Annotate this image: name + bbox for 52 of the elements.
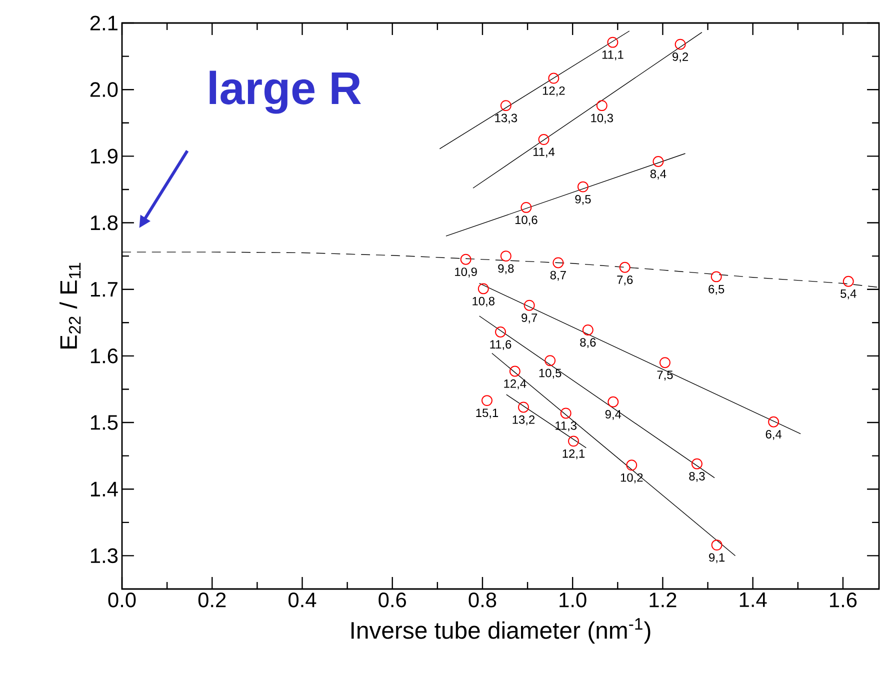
annotation: 9,7 — [522, 314, 538, 324]
annotation: 10,9 — [455, 268, 477, 278]
annotation: 9,2 — [672, 52, 688, 62]
annotation: 11,3 — [556, 421, 577, 432]
annotation: large R — [210, 70, 361, 114]
x-tick-label: 1.2 — [650, 592, 676, 608]
annotation: 6,5 — [708, 284, 724, 295]
x-tick-label: 0.6 — [378, 592, 406, 608]
annotation: 9,8 — [498, 264, 514, 274]
x-tick-label: 0.4 — [288, 592, 316, 608]
y-tick-label: 1.6 — [90, 348, 118, 364]
annotation: 8,7 — [550, 270, 566, 281]
y-tick-label: 2.0 — [90, 82, 118, 97]
annotation: 8,6 — [580, 338, 596, 348]
x-tick-label: 1.4 — [740, 592, 767, 607]
y-axis-title: E$_{22}$ / E$_{11}$ — [60, 262, 81, 348]
annotation: 7,5 — [657, 370, 673, 381]
x-tick-label: 1.0 — [560, 592, 586, 608]
y-tick-label: 1.7 — [90, 282, 118, 297]
annotation: 11,6 — [490, 340, 512, 350]
annotation: 11,1 — [602, 50, 624, 60]
annotation: 7,6 — [617, 276, 633, 286]
annotation: 10,6 — [515, 216, 538, 226]
x-tick-label: 0.8 — [468, 592, 496, 608]
annotation: 11,4 — [533, 148, 555, 158]
annotation: 10,3 — [591, 114, 613, 124]
y-tick-label: 1.5 — [90, 415, 118, 430]
annotation: 13,2 — [512, 415, 535, 426]
y-tick-label: 1.8 — [90, 215, 118, 230]
annotation: 15,1 — [476, 408, 498, 418]
annotation: 12,2 — [542, 86, 565, 96]
annotation: 12,4 — [504, 379, 526, 390]
annotation: 6,4 — [766, 430, 782, 440]
annotation: 8,3 — [689, 472, 705, 482]
y-tick-label: 1.9 — [90, 148, 118, 164]
annotation: 10,5 — [539, 368, 562, 379]
annotation: 12,1 — [562, 449, 585, 460]
x-tick-label: 0.0 — [108, 592, 136, 608]
y-tick-label: 1.3 — [90, 548, 118, 564]
y-tick-label: 1.4 — [90, 482, 118, 496]
annotation: 5,4 — [840, 290, 856, 300]
x-tick-label: 0.2 — [198, 592, 226, 608]
annotation: 13,3 — [495, 114, 518, 124]
annotation: 9,5 — [575, 194, 591, 205]
annotation: 8,4 — [650, 170, 666, 180]
annotation: 9,1 — [709, 553, 725, 564]
annotation: 9,4 — [605, 410, 622, 420]
x-tick-label: 1.6 — [830, 592, 857, 608]
y-tick-label: 2.1 — [90, 16, 118, 30]
x-axis-title: Inverse tube diameter (nm$^{-1}$) — [351, 618, 650, 644]
annotation: 10,2 — [620, 473, 643, 484]
annotation: 10,8 — [472, 296, 494, 307]
